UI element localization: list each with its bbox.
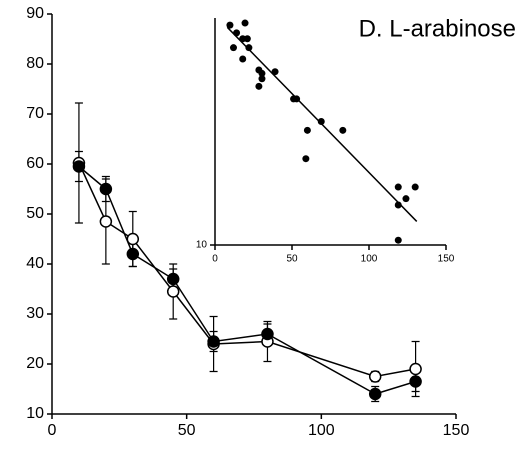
x-tick-label: 50: [286, 254, 298, 265]
point: [317, 117, 325, 125]
marker: [99, 182, 113, 196]
point: [394, 236, 402, 244]
x-tick-label: 150: [443, 422, 470, 439]
x-tick-label: 0: [212, 254, 218, 265]
point: [229, 44, 237, 52]
chart-title: D. L-arabinose: [359, 15, 516, 42]
marker: [99, 215, 113, 228]
x-tick-label: 0: [48, 422, 57, 439]
point: [394, 183, 402, 191]
point: [302, 155, 310, 163]
point: [271, 68, 279, 76]
marker: [126, 232, 140, 246]
x-tick-label: 150: [438, 254, 455, 265]
marker: [261, 327, 274, 341]
point: [255, 82, 263, 90]
y-tick-label: 10: [196, 240, 208, 251]
marker: [72, 160, 86, 173]
point: [293, 95, 301, 103]
y-tick-label: 30: [26, 305, 44, 322]
marker: [368, 370, 382, 383]
point: [245, 44, 253, 52]
marker: [409, 375, 422, 388]
point: [258, 69, 266, 77]
marker: [207, 335, 220, 348]
y-tick-label: 10: [26, 405, 44, 422]
y-tick-label: 20: [26, 355, 44, 372]
point: [411, 183, 419, 191]
point: [402, 195, 410, 203]
point: [239, 55, 247, 63]
x-tick-label: 50: [178, 422, 196, 439]
point: [394, 201, 402, 209]
y-tick-label: 70: [26, 105, 44, 122]
y-tick-label: 90: [26, 5, 44, 22]
point: [233, 29, 241, 37]
y-tick-label: 50: [26, 205, 44, 222]
point: [303, 126, 311, 134]
marker: [166, 285, 180, 298]
marker: [126, 247, 140, 261]
marker: [368, 387, 382, 401]
y-tick-label: 60: [26, 155, 44, 172]
point: [226, 21, 234, 29]
point: [243, 35, 251, 43]
x-tick-label: 100: [308, 422, 335, 439]
marker: [409, 362, 422, 376]
point: [258, 75, 266, 83]
point: [241, 19, 249, 27]
inset-background: [190, 10, 460, 270]
y-tick-label: 80: [26, 55, 44, 72]
point: [339, 126, 347, 134]
y-tick-label: 40: [26, 255, 44, 272]
series-line: [78, 165, 416, 395]
marker: [166, 272, 180, 286]
x-tick-label: 100: [361, 254, 378, 265]
